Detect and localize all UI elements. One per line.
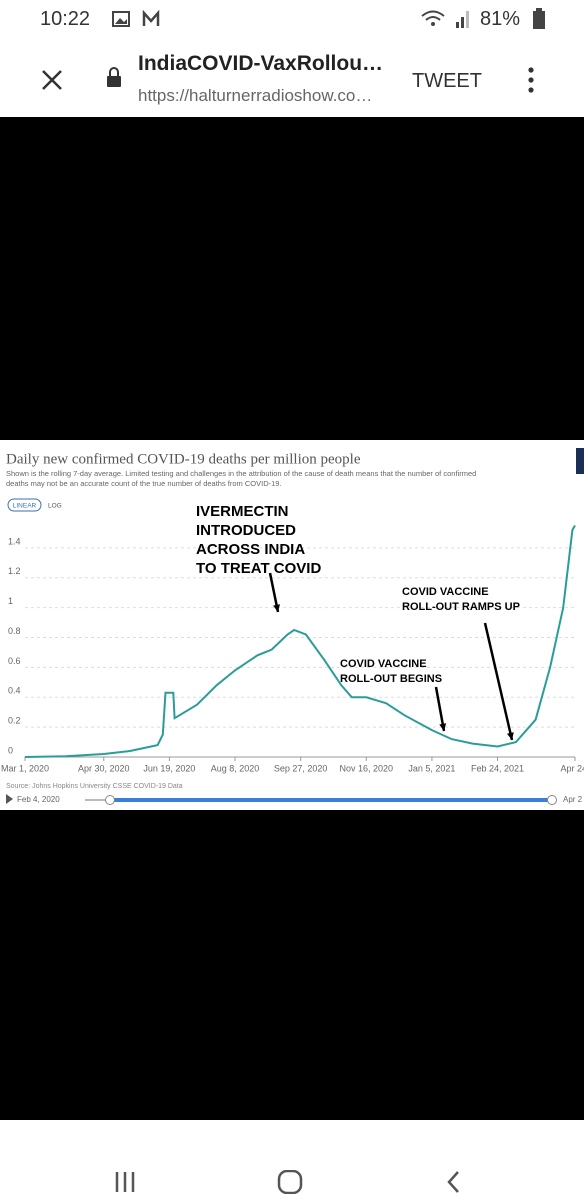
annotation: INTRODUCED [196, 522, 296, 539]
lock-icon [107, 67, 121, 87]
source: Source: Johns Hopkins University CSSE CO… [6, 783, 183, 790]
back-button[interactable] [444, 1170, 464, 1194]
x-tick-label: Jun 19, 2020 [143, 763, 195, 773]
x-tick-label: Sep 27, 2020 [274, 763, 328, 773]
y-tick-label: 1 [8, 596, 13, 606]
y-tick-label: 0.4 [8, 686, 21, 696]
annotation: TO TREAT COVID [196, 560, 321, 577]
annotation-arrow [434, 686, 446, 732]
x-tick-label: Apr 30, 2020 [78, 763, 130, 773]
timeline-start: Feb 4, 2020 [17, 795, 60, 804]
backdrop [0, 117, 584, 440]
annotation: ROLL-OUT BEGINS [340, 673, 442, 685]
arrow-head [439, 723, 447, 731]
arrow-head [506, 732, 514, 740]
annotation: ROLL-OUT RAMPS UP [402, 601, 520, 613]
chart-subtitle: Shown is the rolling 7-day average. Limi… [6, 469, 476, 478]
page-url: https://halturnerradioshow.co… [138, 86, 373, 105]
y-tick-label: 0.2 [8, 716, 21, 726]
y-tick-label: 0 [8, 745, 13, 755]
battery-icon [533, 8, 545, 29]
x-tick-label: Aug 8, 2020 [211, 763, 260, 773]
chart-subtitle: deaths may not be an accurate count of t… [6, 479, 282, 488]
tweet-button[interactable]: TWEET [412, 70, 482, 92]
status-icons [112, 10, 160, 27]
timeline-handle[interactable] [105, 795, 115, 805]
signal-icons [421, 10, 469, 28]
annotation-arrow [483, 622, 514, 741]
menu-button[interactable] [526, 66, 536, 94]
x-tick-label: Nov 16, 2020 [340, 763, 394, 773]
linear-button[interactable] [7, 498, 42, 512]
nav-bar [0, 1120, 584, 1200]
chart-title: Daily new confirmed COVID-19 deaths per … [6, 451, 361, 467]
y-tick-label: 0.6 [8, 656, 21, 666]
timeline-handle[interactable] [547, 795, 557, 805]
x-tick-label: Apr 24, [560, 763, 584, 773]
home-button[interactable] [276, 1170, 306, 1194]
y-tick-label: 1.2 [8, 566, 21, 576]
annotation: ACROSS INDIA [196, 541, 305, 558]
linear-label: LINEAR [13, 503, 37, 510]
chart: Daily new confirmed COVID-19 deaths per … [0, 440, 584, 810]
close-button[interactable] [40, 68, 64, 92]
recents-button[interactable] [112, 1170, 142, 1194]
page-title: IndiaCOVID-VaxRollou… [138, 52, 384, 75]
status-bar: 10:22 81% [0, 0, 584, 40]
y-tick-label: 1.4 [8, 536, 21, 546]
toolbar: IndiaCOVID-VaxRollou… https://halturnerr… [0, 40, 584, 117]
annotation: IVERMECTIN [196, 503, 289, 520]
battery: 81% [480, 8, 521, 30]
time: 10:22 [40, 8, 91, 30]
annotation: COVID VACCINE [340, 658, 427, 670]
log-label[interactable]: LOG [48, 503, 62, 510]
backdrop [0, 810, 584, 1120]
x-tick-label: Jan 5, 2021 [408, 763, 455, 773]
x-tick-label: Mar 1, 2020 [1, 763, 49, 773]
play-button[interactable] [6, 794, 13, 804]
arrow-head [273, 604, 280, 612]
timeline-end: Apr 2 [563, 795, 583, 804]
annotation: COVID VACCINE [402, 586, 489, 598]
logo [576, 448, 584, 474]
data-line [24, 524, 576, 758]
y-tick-label: 0.8 [8, 626, 21, 636]
x-tick-label: Feb 24, 2021 [471, 763, 524, 773]
